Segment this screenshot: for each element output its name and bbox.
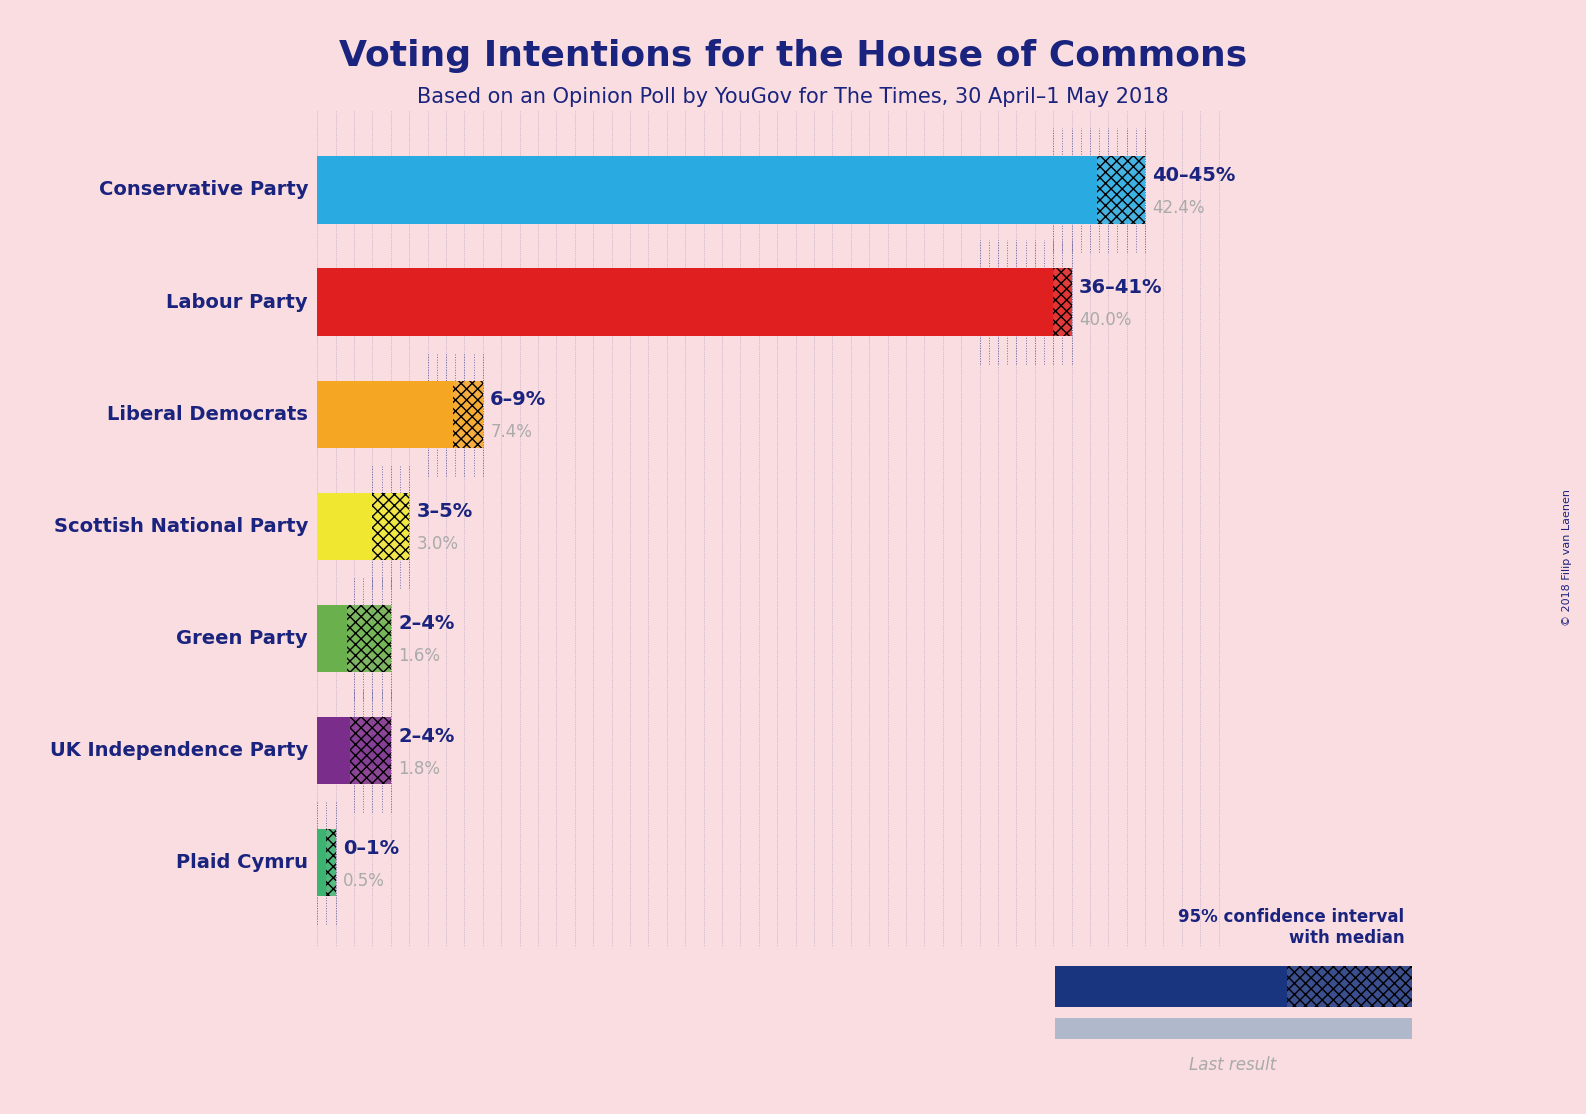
Bar	[317, 492, 373, 560]
Text: 0.5%: 0.5%	[343, 872, 385, 890]
Text: 6–9%: 6–9%	[490, 390, 547, 409]
Text: 7.4%: 7.4%	[490, 423, 531, 441]
Text: Green Party: Green Party	[176, 629, 308, 648]
Bar	[1286, 966, 1412, 1007]
Text: 42.4%: 42.4%	[1153, 198, 1205, 217]
Bar	[454, 381, 482, 448]
Bar	[317, 623, 390, 654]
Bar	[317, 286, 1072, 317]
Text: Voting Intentions for the House of Commons: Voting Intentions for the House of Commo…	[339, 39, 1247, 74]
Bar	[317, 174, 1145, 206]
Text: Liberal Democrats: Liberal Democrats	[108, 404, 308, 423]
Bar	[317, 829, 327, 897]
Bar	[317, 510, 409, 543]
Text: 2–4%: 2–4%	[398, 726, 455, 745]
Text: 40–45%: 40–45%	[1153, 166, 1235, 185]
Text: Scottish National Party: Scottish National Party	[54, 517, 308, 536]
Text: Last result: Last result	[1190, 1056, 1277, 1074]
Bar	[1055, 966, 1286, 1007]
Bar	[317, 735, 390, 766]
Bar	[1055, 1018, 1412, 1038]
Bar	[317, 717, 351, 784]
Text: 3–5%: 3–5%	[417, 502, 473, 521]
Bar	[1098, 156, 1145, 224]
Bar	[1053, 268, 1072, 335]
Text: 3.0%: 3.0%	[417, 536, 458, 554]
Bar	[317, 268, 1053, 335]
Text: Labour Party: Labour Party	[167, 293, 308, 312]
Bar	[317, 847, 336, 879]
Bar	[351, 717, 390, 784]
Bar	[317, 381, 454, 448]
Text: Conservative Party: Conservative Party	[98, 180, 308, 199]
Bar	[317, 605, 347, 672]
Bar	[317, 156, 1098, 224]
Text: 1.8%: 1.8%	[398, 760, 441, 778]
Bar	[347, 605, 390, 672]
Bar	[327, 829, 336, 897]
Text: 2–4%: 2–4%	[398, 615, 455, 634]
Bar	[317, 399, 482, 430]
Text: Based on an Opinion Poll by YouGov for The Times, 30 April–1 May 2018: Based on an Opinion Poll by YouGov for T…	[417, 87, 1169, 107]
Text: 1.6%: 1.6%	[398, 647, 441, 665]
Text: 36–41%: 36–41%	[1078, 278, 1163, 297]
Text: 95% confidence interval
with median: 95% confidence interval with median	[1178, 908, 1405, 947]
Text: 40.0%: 40.0%	[1078, 311, 1131, 329]
Text: 0–1%: 0–1%	[343, 839, 400, 858]
Text: © 2018 Filip van Laenen: © 2018 Filip van Laenen	[1562, 489, 1572, 625]
Text: Plaid Cymru: Plaid Cymru	[176, 853, 308, 872]
Text: UK Independence Party: UK Independence Party	[49, 741, 308, 760]
Bar	[373, 492, 409, 560]
